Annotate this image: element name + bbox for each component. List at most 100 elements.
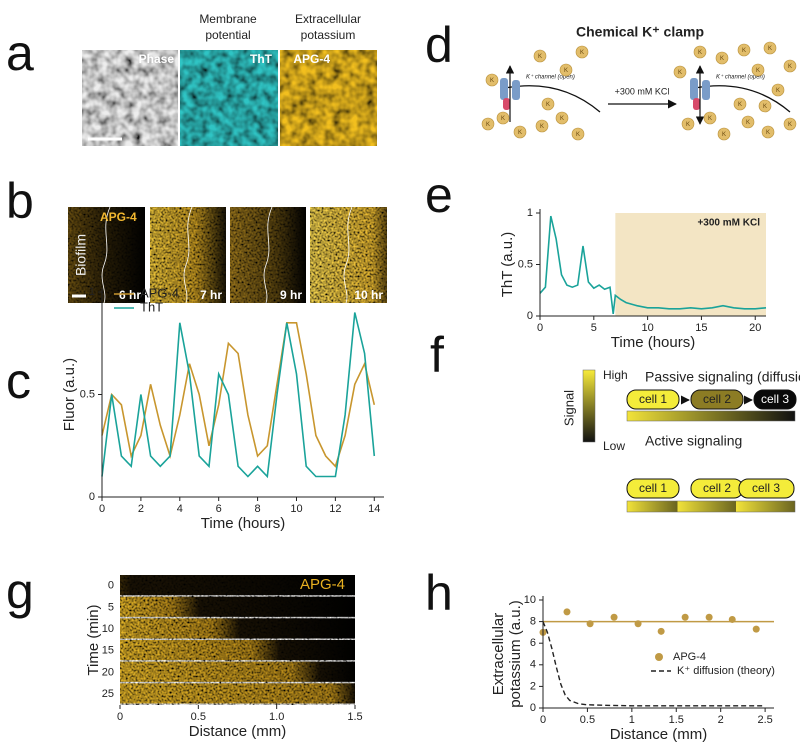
x-tick-label: 0 — [537, 322, 543, 334]
ion — [741, 115, 755, 129]
ion-label: K — [546, 102, 550, 108]
ion-label: K — [746, 120, 750, 126]
y-axis-label: Time (min) — [85, 604, 102, 675]
point — [610, 613, 618, 621]
ion-label: K — [576, 132, 580, 138]
cell — [626, 389, 680, 410]
y-tick-label: 10 — [524, 594, 536, 606]
image-label: APG-4 — [293, 52, 330, 66]
biofilm-edge — [343, 206, 353, 304]
y-tick-label: 2 — [530, 680, 536, 692]
point — [681, 613, 689, 621]
x-tick-label: 10 — [641, 322, 653, 334]
y-axis-label: ThT (a.u.) — [499, 232, 516, 298]
ion — [715, 51, 729, 65]
ion — [733, 97, 747, 111]
y-tick-label: 0 — [89, 491, 95, 503]
scale-high: High — [603, 368, 628, 382]
ion-label: K — [518, 130, 522, 136]
ion-label: K — [766, 130, 770, 136]
row-title: Active signaling — [645, 433, 742, 449]
y-tick-label: 6 — [530, 637, 536, 649]
time-label: 7 hr — [200, 288, 222, 302]
chart: 0 5 10 15 20 25 APG-4 0 0.5 1.0 1.5 Distance (mm) Ti… — [85, 575, 363, 740]
x-tick-label: 10 — [290, 503, 302, 515]
gap — [226, 207, 230, 303]
scale-label: Signal — [561, 390, 576, 426]
x-tick-label: 20 — [749, 322, 761, 334]
cell-label: cell 1 — [639, 481, 667, 495]
header: potassium — [301, 28, 356, 42]
annotation: +300 mM KCl — [697, 218, 760, 229]
point — [728, 615, 736, 623]
channel — [500, 78, 508, 100]
ion-label: K — [686, 122, 690, 128]
channel — [512, 80, 520, 100]
panel-b: APG-4 Biofilm 6 hr 7 hr 9 hr 10 hr — [68, 206, 387, 304]
ion — [681, 117, 695, 131]
ion — [751, 63, 765, 77]
stain-label: APG-4 — [100, 210, 137, 224]
x-tick-label: 0 — [117, 711, 123, 723]
row-title: Passive signaling (diffusion) — [645, 369, 800, 385]
cell — [738, 478, 795, 499]
y-tick-label: 1 — [89, 286, 95, 298]
y-tick-label: 0 — [527, 310, 533, 322]
cell — [626, 478, 680, 499]
biofilm-edge — [183, 206, 193, 304]
biofilm-edge — [263, 206, 273, 304]
cell-label: cell 2 — [703, 481, 731, 495]
legend-marker — [655, 653, 663, 661]
ion-label: K — [564, 68, 568, 74]
chart: 0 2 4 6 8 10 12 14 0 0.5 1 Time (hours) Fluor (a.u.)… — [61, 285, 384, 532]
ion-label: K — [698, 50, 702, 56]
x-tick-label: 2 — [718, 714, 724, 726]
time-label: 10 hr — [354, 288, 383, 302]
panel-letter: e — [425, 167, 453, 223]
ion-label: K — [678, 70, 682, 76]
y-axis-label: potassium (a.u.) — [507, 600, 524, 708]
chart: 0 0.5 1 1.5 2 2.5 0 2 4 6 8 10 Distance (mm) Extracel… — [490, 594, 775, 743]
chart: +300 mM KCl 0 5 10 15 20 0 0.5 1 Time (hours) ThT … — [499, 207, 767, 351]
signal-bar — [626, 410, 796, 422]
series-line — [542, 621, 766, 707]
ion-label: K — [538, 54, 542, 60]
channel — [693, 98, 700, 110]
ion-label: K — [540, 124, 544, 130]
channel-label: K⁺ channel (open) — [526, 74, 575, 81]
series-line — [539, 215, 767, 314]
y-tick-label: 4 — [530, 659, 536, 671]
point — [563, 608, 571, 616]
ion — [693, 45, 707, 59]
ion-label: K — [708, 116, 712, 122]
panel-f: High Low Signal Passive signaling (diffu… — [561, 368, 800, 513]
ion — [481, 117, 495, 131]
treatment-label: +300 mM KCl — [615, 86, 670, 96]
y-tick-label: 5 — [108, 601, 114, 613]
cell — [690, 389, 744, 410]
y-tick-label: 25 — [102, 688, 114, 700]
header: Membrane — [199, 12, 257, 26]
ion-label: K — [776, 88, 780, 94]
x-tick-label: 0 — [99, 503, 105, 515]
y-tick-label: 0 — [530, 702, 536, 714]
panel-letter: d — [425, 17, 453, 73]
time-label: 6 hr — [119, 288, 141, 302]
ion-label: K — [490, 78, 494, 84]
time-label: 9 hr — [280, 288, 302, 302]
ion — [783, 59, 797, 73]
x-tick-label: 2 — [138, 503, 144, 515]
ion-label: K — [742, 48, 746, 54]
legend-label: ThT — [140, 299, 163, 314]
channel — [690, 78, 698, 100]
x-tick-label: 1.5 — [669, 714, 684, 726]
ion-label: K — [768, 46, 772, 52]
header: Extracellular — [295, 12, 361, 26]
panel-letter: a — [6, 25, 34, 81]
ion — [771, 83, 785, 97]
ion — [761, 125, 775, 139]
ion — [533, 49, 547, 63]
series-line — [101, 312, 376, 479]
ion — [703, 111, 717, 125]
ion-label: K — [788, 64, 792, 70]
